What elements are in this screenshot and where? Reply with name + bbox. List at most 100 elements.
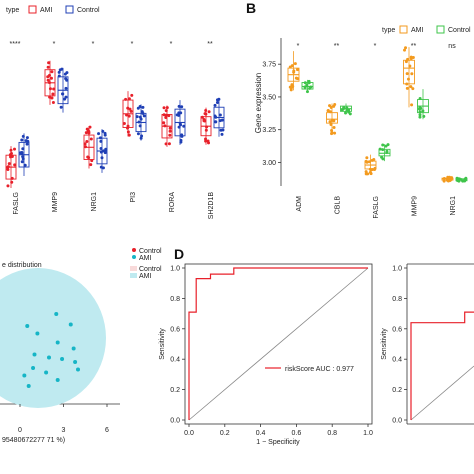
a-point-Control-MMP9 xyxy=(64,77,68,81)
pca-point xyxy=(71,346,76,351)
a-point-Control-FASLG xyxy=(21,155,25,159)
roc2-diagonal xyxy=(410,365,474,421)
a-sig-NRG1: * xyxy=(92,41,95,48)
pca-xtick-label-6: 6 xyxy=(105,427,109,434)
a-point-Control-FASLG xyxy=(19,151,23,155)
a-point-AMI-FASLG xyxy=(13,163,17,167)
pca-point xyxy=(35,331,40,336)
b-point-Control-CBLB xyxy=(342,105,346,109)
pca-xtick-label-3: 3 xyxy=(62,427,66,434)
a-point-AMI-NRG1 xyxy=(88,125,92,129)
roc-ytick-label-1.0: 1.0 xyxy=(170,266,180,273)
a-point-AMI-NRG1 xyxy=(89,163,93,167)
pca-point xyxy=(32,352,37,357)
a-point-AMI-RORA xyxy=(162,121,166,125)
a-point-Control-PI3 xyxy=(135,115,139,119)
a-label-RORA: RORA xyxy=(169,192,176,213)
legend-b-control-label: Control xyxy=(448,27,471,34)
panel-d: D 0.0 0.2 0.4 0.6 0.8 1.0 0.0 0.2 0.4 0.6 0.8 1.0 r… xyxy=(159,246,373,446)
b-point-AMI-MMP9 xyxy=(411,87,415,91)
pca-point xyxy=(47,355,51,360)
a-point-Control-NRG1 xyxy=(101,129,105,133)
panel-c: e distribution 0 3 6 95480672277 71 %) Con… xyxy=(0,248,162,444)
a-point-AMI-NRG1 xyxy=(84,131,88,135)
pca-legend-control: Control xyxy=(139,248,162,255)
a-point-Control-FASLG xyxy=(24,139,28,143)
a-point-Control-PI3 xyxy=(136,132,140,136)
panel-b: B type AMI Control Gene expression 3.00 3… xyxy=(246,0,471,219)
a-point-AMI-FASLG xyxy=(13,147,17,151)
b-point-AMI-CBLB xyxy=(332,126,336,130)
a-point-Control-NRG1 xyxy=(102,149,106,153)
a-point-AMI-MMP9 xyxy=(46,65,50,69)
a-point-Control-FASLG xyxy=(25,142,29,146)
a-point-AMI-MMP9 xyxy=(48,87,52,91)
b-point-AMI-MMP9 xyxy=(409,85,413,89)
a-point-Control-NRG1 xyxy=(99,165,103,169)
legend-a-control-label: Control xyxy=(77,7,100,14)
pca-point xyxy=(25,324,30,328)
b-point-AMI-ADM xyxy=(294,76,298,80)
b-point-AMI-FASLG xyxy=(368,167,372,171)
b-point-AMI-MMP9 xyxy=(403,48,407,52)
pca-point xyxy=(55,378,60,382)
a-point-AMI-RORA xyxy=(168,129,172,133)
a-point-Control-MMP9 xyxy=(64,95,68,99)
b-point-Control-FASLG xyxy=(386,143,390,147)
roc2-ytick-label-1.0: 1.0 xyxy=(392,266,402,273)
b-point-Control-ADM xyxy=(305,83,309,87)
b-point-AMI-ADM xyxy=(288,65,292,69)
a-point-Control-RORA xyxy=(180,134,184,138)
roc2-ytick-label-0.4: 0.4 xyxy=(392,357,402,364)
a-point-AMI-NRG1 xyxy=(90,159,94,163)
a-point-Control-NRG1 xyxy=(98,136,102,140)
a-point-Control-RORA xyxy=(179,140,183,144)
a-point-Control-FASLG xyxy=(20,160,24,164)
b-point-AMI-CBLB xyxy=(332,104,336,108)
roc2-ylabel: Sensitivity xyxy=(381,328,388,360)
roc-ytick-label-0.8: 0.8 xyxy=(170,296,180,303)
pca-point xyxy=(60,357,65,361)
a-point-AMI-PI3 xyxy=(127,114,131,118)
a-point-AMI-MMP9 xyxy=(50,96,54,100)
legend-b: type AMI Control xyxy=(382,25,471,34)
b-point-AMI-MMP9 xyxy=(408,64,412,68)
b-point-Control-FASLG xyxy=(381,143,385,147)
b-point-AMI-FASLG xyxy=(369,172,373,176)
pca-legend-control-dot xyxy=(132,248,136,252)
a-point-Control-NRG1 xyxy=(99,139,103,143)
a-point-Control-MMP9 xyxy=(58,68,62,72)
a-sig-FASLG: **** xyxy=(10,41,21,48)
a-point-AMI-RORA xyxy=(168,133,172,137)
b-point-AMI-MMP9 xyxy=(405,72,409,76)
a-label-MMP9: MMP9 xyxy=(52,192,59,212)
b-point-AMI-MMP9 xyxy=(410,72,414,76)
b-point-Control-MMP9 xyxy=(418,110,422,114)
pca-point xyxy=(73,360,78,364)
b-box-Control-FASLG xyxy=(378,148,391,157)
a-point-AMI-NRG1 xyxy=(83,142,87,146)
a-point-Control-MMP9 xyxy=(59,105,63,109)
b-ytick-label-3: 3.00 xyxy=(262,160,276,167)
roc-xtick-label-0.8: 0.8 xyxy=(327,430,337,437)
a-sig-PI3: * xyxy=(131,41,134,48)
a-point-Control-NRG1 xyxy=(104,147,108,151)
pca-xtick-label-0: 0 xyxy=(18,427,22,434)
a-point-AMI-FASLG xyxy=(6,184,10,188)
a-point-AMI-FASLG xyxy=(7,162,11,166)
b-point-AMI-CBLB xyxy=(328,120,332,124)
a-point-Control-RORA xyxy=(177,104,181,108)
a-point-Control-FASLG xyxy=(21,147,25,151)
panel-b-letter: B xyxy=(246,0,256,16)
b-point-AMI-CBLB xyxy=(329,123,333,127)
pca-point xyxy=(44,370,49,375)
a-point-Control-RORA xyxy=(182,124,186,128)
a-point-AMI-SH2D1B xyxy=(205,125,209,129)
b-point-AMI-CBLB xyxy=(330,129,334,133)
a-point-Control-FASLG xyxy=(21,157,25,161)
a-point-AMI-MMP9 xyxy=(50,70,54,74)
a-point-AMI-MMP9 xyxy=(46,78,50,82)
a-label-NRG1: NRG1 xyxy=(91,192,98,212)
a-label-PI3: PI3 xyxy=(130,192,137,203)
b-point-Control-MMP9 xyxy=(418,97,422,101)
